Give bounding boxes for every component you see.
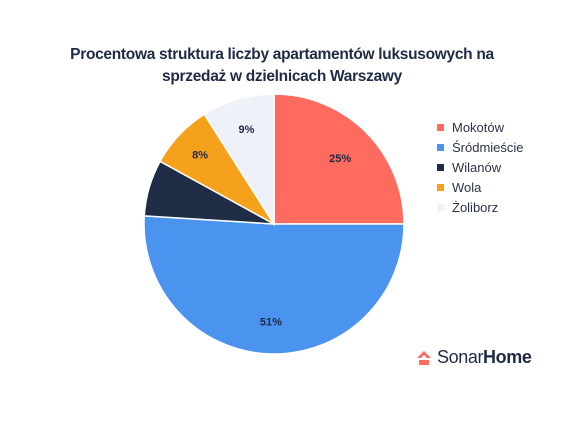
legend-item-wola: Wola [437,177,524,197]
brand-name-part2: Home [483,347,532,367]
legend-item-srodmiescie: Śródmieście [437,137,524,157]
legend-swatch [437,183,444,191]
legend-label: Mokotów [452,119,505,135]
legend-label: Żoliborz [452,199,499,215]
brand-logo: SonarHome [415,347,532,368]
chart-legend: Mokotów Śródmieście Wilanów Wola Żolibor… [437,117,524,217]
legend-swatch [437,123,444,131]
slice-wola-label: 8% [192,150,208,162]
legend-swatch [437,143,444,151]
slice-mokotow [273,93,405,225]
slice-srodmiescie [143,215,405,355]
sonarhome-logo-icon [417,350,431,365]
legend-item-wilanow: Wilanów [437,157,524,177]
slice-wilanow-label: 7% [166,190,182,202]
legend-swatch [437,203,444,211]
legend-label: Wola [452,179,482,195]
brand-name: SonarHome [437,347,532,368]
legend-item-mokotow: Mokotów [437,117,524,137]
slice-mokotow-label: 25% [329,153,351,165]
legend-swatch [437,163,444,171]
slice-zoliborz-label: 9% [238,124,254,136]
chart-title-line-2: sprzedaż w dzielnicach Warszawy [162,68,402,85]
legend-item-zoliborz: Żoliborz [437,197,524,217]
slice-zoliborz [203,93,275,227]
slice-srodmiescie-label: 51% [260,316,282,328]
brand-name-part1: Sonar [437,347,484,367]
legend-label: Śródmieście [452,139,524,155]
chart-title-line-1: Procentowa struktura liczby apartamentów… [70,46,494,63]
chart-title: Procentowa struktura liczby apartamentów… [0,44,564,88]
legend-label: Wilanów [452,159,502,175]
